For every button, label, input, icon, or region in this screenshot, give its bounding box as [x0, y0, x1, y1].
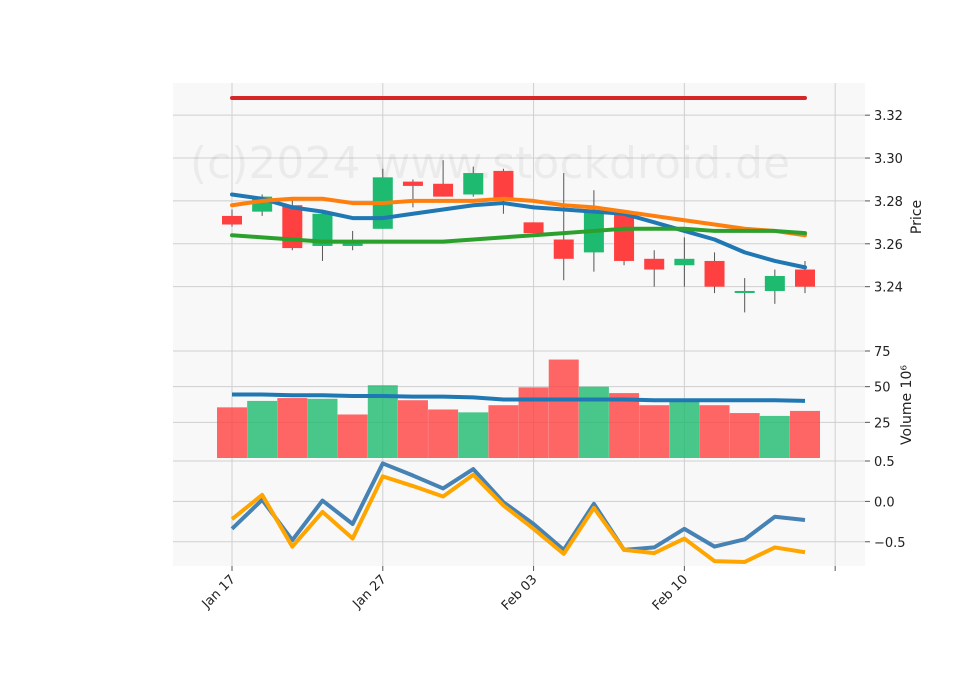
volume-bar: [699, 405, 730, 458]
volume-bar: [307, 398, 338, 458]
indicator-orange-line: [230, 472, 806, 564]
candle-body: [463, 173, 484, 195]
volume-bar: [277, 398, 308, 458]
indicator-y-tick-label: −0.5: [874, 536, 906, 551]
x-tick-label: Feb 10: [650, 572, 692, 614]
price-y-tick-label: 3.28: [874, 195, 903, 210]
candle-body: [523, 222, 544, 234]
price-y-tick-label: 3.32: [874, 109, 903, 124]
volume-bar: [397, 400, 428, 458]
volume-average-line: [232, 392, 806, 403]
x-tick-label: Jan 27: [350, 572, 390, 612]
indicator-blue-line: [230, 461, 806, 552]
volume-bar: [548, 359, 579, 458]
volume-bar: [669, 399, 700, 458]
candle-body: [764, 275, 785, 291]
price-axis-label: Price: [909, 200, 925, 234]
candle-body: [342, 241, 363, 246]
volume-bar: [247, 400, 278, 458]
candle-body: [614, 213, 635, 261]
candle-body: [493, 170, 514, 199]
volume-bar: [609, 393, 640, 458]
candle-body: [222, 215, 242, 225]
volume-bar: [337, 414, 368, 458]
volume-bar: [428, 409, 459, 458]
watermark: (c)2024 www.stockdroid.de: [190, 138, 790, 189]
volume-bar: [639, 405, 670, 458]
volume-y-tick-label: 50: [874, 381, 891, 396]
volume-y-tick-label: 25: [874, 416, 891, 431]
price-green-line: [230, 226, 807, 244]
candle-body: [553, 239, 574, 259]
candle-body: [644, 258, 665, 270]
volume-bar: [488, 405, 519, 458]
x-tick-label: Jan 17: [199, 572, 239, 612]
price-y-tick-label: 3.30: [874, 152, 903, 167]
volume-bar: [729, 413, 760, 458]
indicator-y-tick-label: 0.0: [874, 495, 895, 510]
candle-body: [704, 260, 725, 287]
volume-bar: [458, 412, 489, 458]
volume-bar: [759, 415, 790, 458]
volume-bar: [217, 407, 247, 458]
chart-marks: [217, 96, 820, 564]
volume-y-tick-label: 75: [874, 345, 891, 360]
volume-bar: [790, 410, 820, 458]
price-y-tick-label: 3.26: [874, 238, 903, 253]
price-blue-line: [230, 192, 807, 270]
price-panel-bg: [173, 83, 865, 351]
price-y-tick-label: 3.24: [874, 281, 903, 296]
x-tick-label: Feb 03: [499, 572, 541, 614]
candle-body: [734, 290, 755, 293]
candle-body: [402, 181, 423, 186]
indicator-y-tick-label: 0.5: [874, 455, 895, 470]
candle-body: [674, 258, 695, 266]
candle-body: [433, 183, 454, 197]
price-orange-line: [230, 196, 807, 238]
candle-body: [312, 213, 333, 246]
candle-body: [795, 269, 815, 287]
volume-bar: [578, 386, 609, 458]
volume-axis-label: Volume 10⁶: [899, 365, 915, 445]
